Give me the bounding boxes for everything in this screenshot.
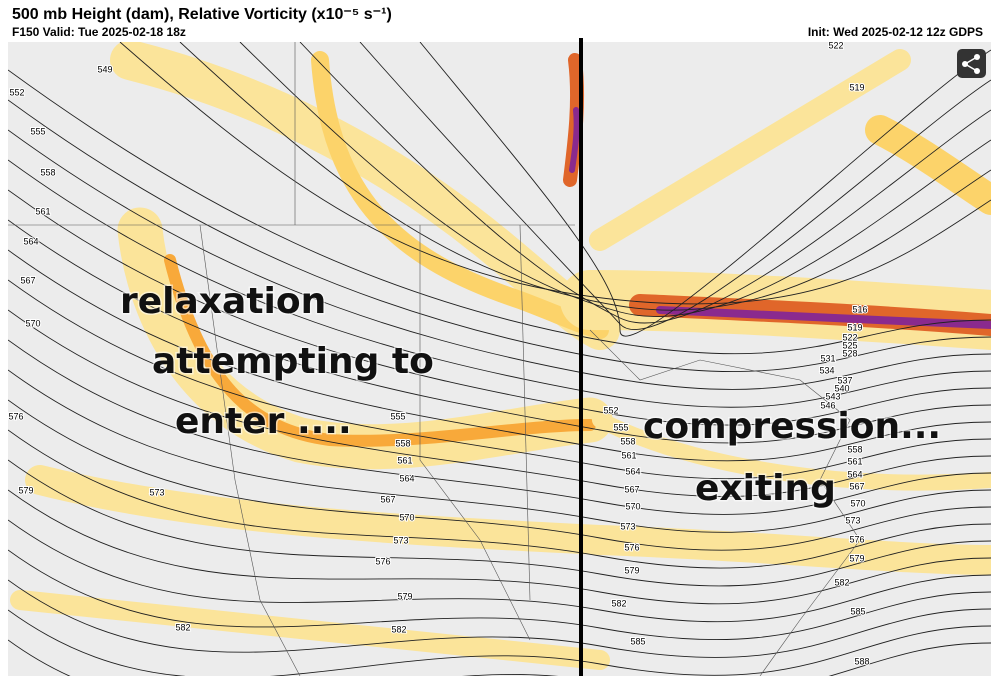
contour-label: 561 [847,456,862,466]
contour-line [8,609,991,676]
contour-label: 567 [20,275,35,285]
contour-label: 582 [834,577,849,587]
contour-line [8,189,991,426]
contour-label: 573 [845,515,860,525]
valid-time: F150 Valid: Tue 2025-02-18 18z [12,25,186,39]
contour-label: 579 [624,565,639,575]
contour-label: 564 [23,236,38,246]
contour-label: 576 [8,411,23,421]
contour-label: 543 [825,391,840,401]
contour-line [8,459,991,587]
contour-label: 522 [842,332,857,342]
contour-line [8,129,991,390]
contour-line [8,99,991,373]
contour-label: 585 [630,636,645,646]
contour-label: 582 [391,624,406,634]
contour-label: 537 [837,375,852,385]
contour-label: 564 [399,473,414,483]
contour-labels: 549 552 555 558 561 564 567 570 576 579 573 555 558 5… [7,39,870,667]
contour-label: 570 [25,318,40,328]
contour-label: 573 [149,487,164,497]
contour-label: 519 [847,322,862,332]
contour-line [8,279,991,480]
contour-label: 534 [819,365,834,375]
contour-line [239,42,991,318]
contour-line [8,339,991,515]
contour-line [8,639,991,676]
contour-label: 564 [847,469,862,479]
annotation: compression... [643,406,941,447]
contour-label: 528 [842,348,857,358]
contour-line [8,69,991,355]
contour-line [359,42,991,331]
contour-label: 555 [30,126,45,136]
contour-label: 579 [397,591,412,601]
map-title: 500 mb Height (dam), Relative Vorticity … [12,6,392,23]
contour-label: 570 [850,498,865,508]
contour-line [8,159,991,408]
contour-label: 573 [393,535,408,545]
contour-line [299,42,991,324]
contour-line [8,579,991,658]
borders [8,42,861,676]
contour-line [8,549,991,641]
contour-line [119,42,991,305]
contour-label: 579 [18,485,33,495]
annotations: relaxation attempting to enter .... compres… [119,280,943,511]
contour-label: 573 [620,521,635,531]
contour-label: 549 [97,64,112,74]
annotation: exiting [695,468,836,509]
contour-label: 561 [35,206,50,216]
contour-line [8,399,991,551]
contour-label: 576 [624,542,639,552]
init-time: Init: Wed 2025-02-12 12z GDPS [807,25,983,39]
contour-line [8,369,991,533]
contour-label: 585 [850,606,865,616]
contour-label: 564 [625,466,640,476]
contour-label: 552 [603,405,618,415]
annotation: relaxation [120,281,326,322]
share-button[interactable] [957,49,986,78]
contour-label: 546 [820,400,835,410]
contour-label: 579 [849,553,864,563]
contour-line [8,249,991,462]
contour-label: 570 [625,501,640,511]
contour-label: 531 [820,353,835,363]
vorticity-bands [10,42,991,670]
contour-line [8,519,991,623]
map-field [8,42,991,676]
contour-label: 561 [621,450,636,460]
contour-label: 570 [399,512,414,522]
contour-line [8,309,991,498]
contour-label: 567 [849,481,864,491]
contour-label: 522 [828,40,843,50]
contour-label: 561 [397,455,412,465]
contour-label: 552 [9,87,24,97]
contour-label: 555 [613,422,628,432]
contour-label: 558 [620,436,635,446]
contour-label: 588 [854,656,869,666]
contour-line [8,489,991,605]
contour-label: 558 [847,444,862,454]
contour-label: 567 [624,484,639,494]
contour-label: 555 [390,411,405,421]
contour-line [8,219,991,444]
contour-label: 582 [175,622,190,632]
annotation: enter .... [175,401,352,442]
contour-line [8,429,991,569]
contour-line [179,42,991,311]
contour-label: 582 [611,598,626,608]
contour-label: 567 [380,494,395,504]
contour-label: 558 [40,167,55,177]
contour-label: 540 [834,383,849,393]
contour-label: 558 [395,438,410,448]
contour-label: 576 [849,534,864,544]
contour-label: 525 [842,340,857,350]
contour-label: 516 [852,304,867,314]
annotation: attempting to [152,341,434,382]
contour-label: 576 [375,556,390,566]
contour-label: 519 [849,82,864,92]
